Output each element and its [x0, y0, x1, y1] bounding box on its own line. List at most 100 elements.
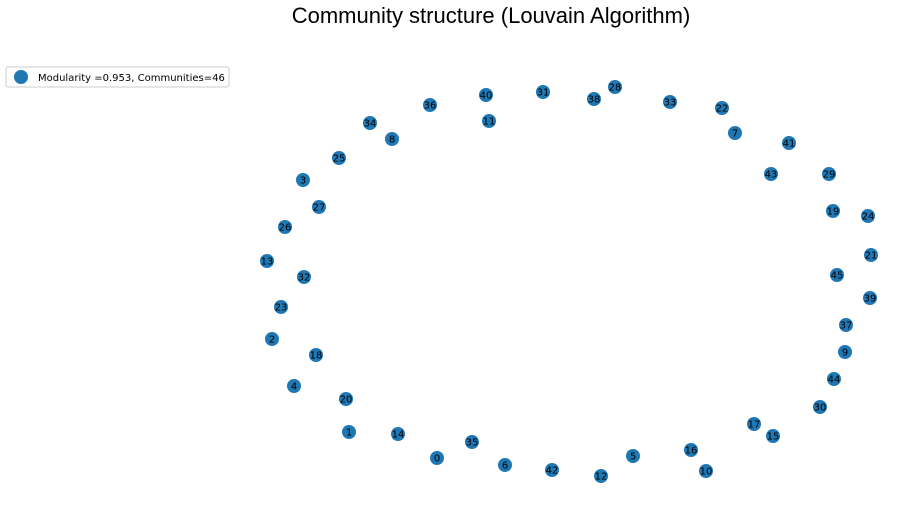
node-label: 4: [291, 382, 297, 393]
node-marker: [764, 167, 778, 181]
graph-node-25: 25: [332, 151, 346, 165]
node-marker: [278, 220, 292, 234]
node-marker: [430, 451, 444, 465]
node-marker: [260, 254, 274, 268]
node-marker: [545, 463, 559, 477]
node-label: 42: [546, 466, 559, 477]
node-label: 43: [765, 170, 778, 181]
node-marker: [587, 92, 601, 106]
node-label: 9: [842, 348, 848, 359]
graph-node-30: 30: [813, 400, 827, 414]
node-label: 8: [389, 135, 395, 146]
node-marker: [827, 372, 841, 386]
node-marker: [747, 417, 761, 431]
node-label: 26: [279, 223, 292, 234]
node-label: 44: [828, 375, 841, 386]
node-label: 22: [716, 104, 729, 115]
graph-node-1: 1: [342, 425, 356, 439]
graph-node-0: 0: [430, 451, 444, 465]
node-marker: [608, 80, 622, 94]
graph-node-9: 9: [838, 345, 852, 359]
graph-node-37: 37: [839, 318, 853, 332]
node-marker: [626, 449, 640, 463]
graph-node-40: 40: [479, 88, 493, 102]
node-label: 0: [434, 454, 440, 465]
node-label: 40: [480, 91, 493, 102]
graph-node-2: 2: [265, 332, 279, 346]
node-marker: [265, 332, 279, 346]
graph-node-8: 8: [385, 132, 399, 146]
graph-node-27: 27: [312, 200, 326, 214]
graph-node-11: 11: [482, 114, 496, 128]
node-label: 27: [313, 203, 326, 214]
node-label: 16: [685, 446, 698, 457]
node-label: 35: [466, 438, 479, 449]
graph-node-35: 35: [465, 435, 479, 449]
node-label: 25: [333, 154, 346, 165]
node-marker: [482, 114, 496, 128]
graph-node-39: 39: [863, 291, 877, 305]
graph-node-12: 12: [594, 469, 608, 483]
node-label: 23: [275, 303, 288, 314]
graph-node-36: 36: [423, 98, 437, 112]
node-label: 32: [298, 273, 311, 284]
node-label: 19: [827, 207, 840, 218]
node-label: 38: [588, 95, 601, 106]
graph-node-7: 7: [728, 126, 742, 140]
node-marker: [465, 435, 479, 449]
node-label: 31: [537, 88, 550, 99]
node-label: 45: [831, 271, 844, 282]
node-label: 36: [424, 101, 437, 112]
node-label: 13: [261, 257, 274, 268]
node-marker: [391, 427, 405, 441]
legend: Modularity =0.953, Communities=46: [5, 66, 230, 88]
graph-node-26: 26: [278, 220, 292, 234]
node-marker: [274, 300, 288, 314]
graph-node-42: 42: [545, 463, 559, 477]
graph-node-43: 43: [764, 167, 778, 181]
node-marker: [363, 116, 377, 130]
node-label: 6: [502, 461, 508, 472]
node-marker: [839, 318, 853, 332]
legend-marker: [14, 70, 28, 84]
graph-node-21: 21: [864, 248, 878, 262]
node-label: 39: [864, 294, 877, 305]
node-marker: [332, 151, 346, 165]
node-label: 3: [300, 176, 306, 187]
graph-node-14: 14: [391, 427, 405, 441]
node-marker: [479, 88, 493, 102]
node-marker: [297, 270, 311, 284]
graph-node-23: 23: [274, 300, 288, 314]
graph-node-34: 34: [363, 116, 377, 130]
node-label: 12: [595, 472, 608, 483]
node-marker: [863, 291, 877, 305]
node-label: 41: [783, 139, 796, 150]
node-marker: [822, 167, 836, 181]
node-label: 37: [840, 321, 853, 332]
graph-node-17: 17: [747, 417, 761, 431]
node-label: 34: [364, 119, 377, 130]
graph-node-15: 15: [766, 429, 780, 443]
node-marker: [385, 132, 399, 146]
node-marker: [312, 200, 326, 214]
node-label: 1: [346, 428, 352, 439]
node-marker: [309, 348, 323, 362]
node-label: 30: [814, 403, 827, 414]
graph-node-13: 13: [260, 254, 274, 268]
graph-node-44: 44: [827, 372, 841, 386]
node-label: 17: [748, 420, 761, 431]
node-marker: [864, 248, 878, 262]
graph-node-18: 18: [309, 348, 323, 362]
legend-box: [5, 66, 230, 88]
graph-node-19: 19: [826, 204, 840, 218]
node-marker: [728, 126, 742, 140]
legend-label: Modularity =0.953, Communities=46: [38, 73, 225, 84]
graph-node-33: 33: [663, 95, 677, 109]
graph-node-5: 5: [626, 449, 640, 463]
graph-node-16: 16: [684, 443, 698, 457]
node-marker: [813, 400, 827, 414]
node-marker: [423, 98, 437, 112]
graph-node-3: 3: [296, 173, 310, 187]
